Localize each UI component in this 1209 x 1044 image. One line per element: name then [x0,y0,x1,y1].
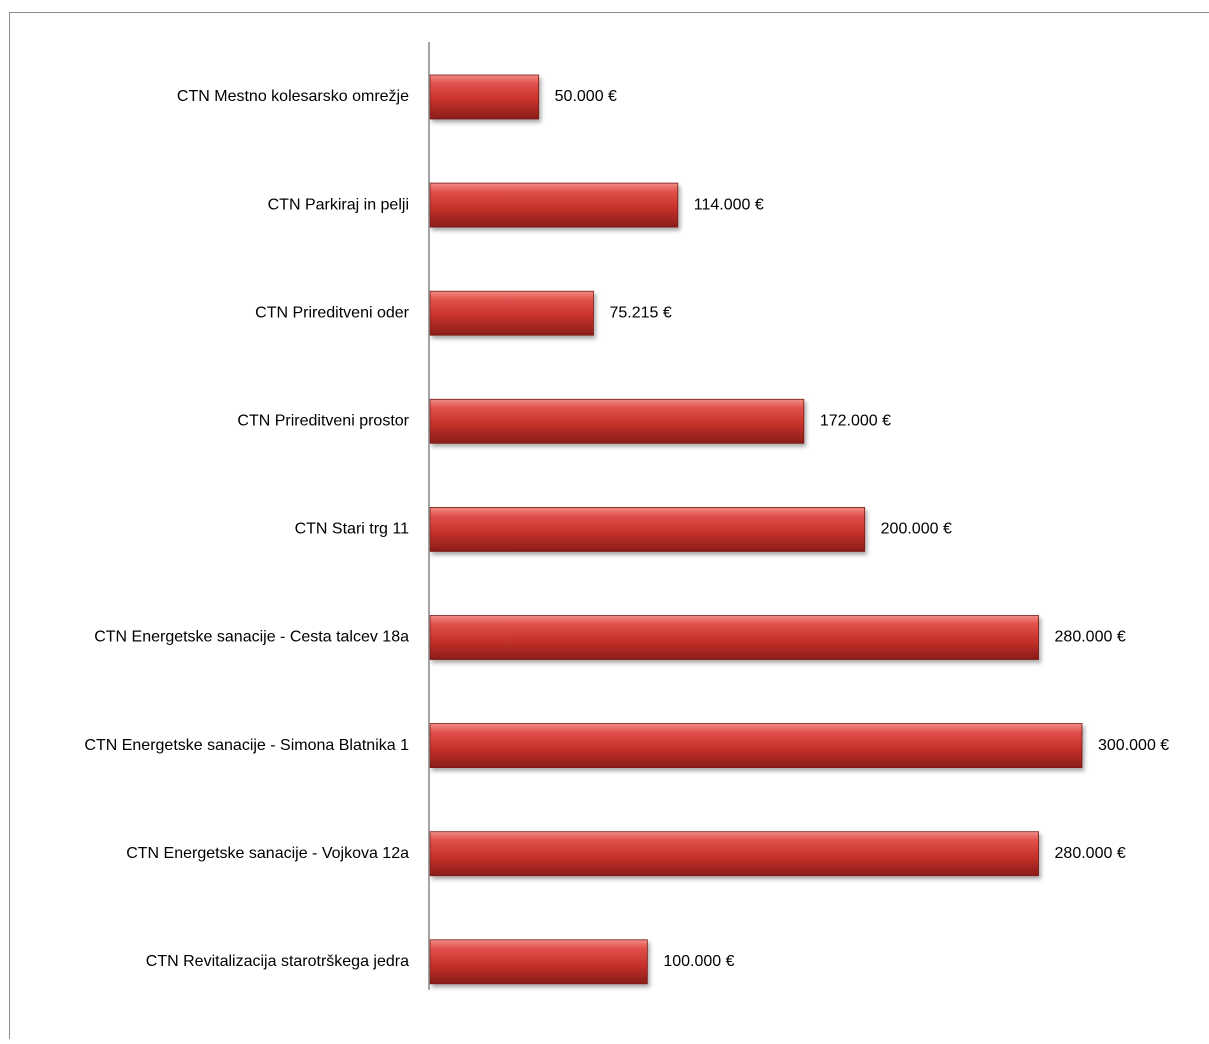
data-label: 280.000 € [1055,629,1126,646]
category-label: CTN Prireditveni oder [255,304,410,321]
bar [430,616,1039,660]
category-label: CTN Energetske sanacije - Vojkova 12a [126,845,409,862]
bar [430,399,804,443]
category-label: CTN Revitalizacija starotrškega jedra [146,953,409,970]
bar [430,724,1082,768]
category-label: CTN Parkiraj in pelji [268,196,409,213]
category-label: CTN Energetske sanacije - Simona Blatnik… [84,737,409,754]
category-label: CTN Prireditveni prostor [237,413,409,430]
data-label: 50.000 € [555,88,617,105]
category-label: CTN Stari trg 11 [295,521,410,538]
data-label: 75.215 € [609,304,671,321]
data-label: 300.000 € [1098,737,1169,754]
bar [430,832,1039,876]
bar [430,291,593,335]
category-label: CTN Energetske sanacije - Cesta talcev 1… [94,629,409,646]
data-label: 114.000 € [694,196,764,213]
bar [430,507,865,551]
data-label: 200.000 € [881,521,952,538]
data-label: 172.000 € [820,413,891,430]
bar [430,940,647,984]
data-label: 100.000 € [663,953,734,970]
data-label: 280.000 € [1055,845,1126,862]
bar [430,75,539,119]
bar [430,183,678,227]
category-label: CTN Mestno kolesarsko omrežje [177,88,409,105]
